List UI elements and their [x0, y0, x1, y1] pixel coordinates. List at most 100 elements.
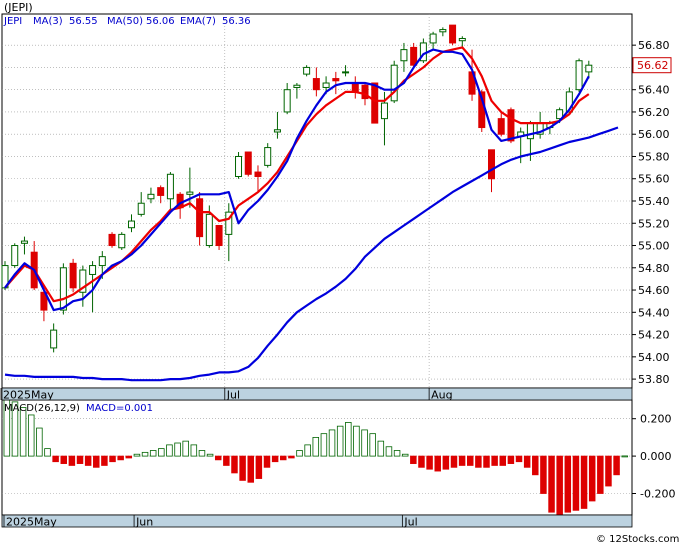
macd-bar-positive: [166, 444, 173, 457]
macd-bar-negative: [515, 455, 523, 463]
macd-bar-positive: [393, 450, 401, 457]
macd-bar-negative: [483, 455, 490, 468]
macd-bar-positive: [158, 448, 165, 457]
macd-bar-positive: [621, 455, 628, 458]
macd-bar-negative: [125, 455, 133, 459]
candle-down: [254, 171, 262, 178]
candle-down: [488, 149, 495, 180]
macd-bar-negative: [548, 455, 555, 513]
legend-ema7-value: 56.36: [222, 16, 251, 27]
macd-bar-positive: [133, 453, 141, 457]
candle-down: [507, 109, 515, 142]
legend-ema7-label: EMA(7): [180, 16, 216, 27]
candlesticks: [1, 24, 593, 353]
macd-bar-negative: [271, 455, 279, 463]
macd-title: MACD(26,12,9): [4, 403, 80, 414]
macd-bar-positive: [206, 453, 214, 457]
macd-bar-positive: [361, 429, 368, 457]
macd-bar-negative: [410, 455, 417, 464]
candle-up: [147, 193, 155, 200]
candle-up: [11, 245, 19, 267]
macd-bar-positive: [44, 448, 51, 457]
macd-bar-negative: [68, 455, 76, 466]
price-tick-label: 55.60: [638, 173, 670, 186]
candle-down: [244, 151, 252, 175]
candle-up: [59, 267, 67, 311]
macd-bar-negative: [84, 455, 92, 466]
macd-bar-negative: [231, 455, 238, 474]
price-tick-label: 54.20: [638, 329, 670, 342]
macd-bar-positive: [27, 414, 35, 457]
last-price-label: 56.62: [637, 59, 669, 72]
ma50-line: [4, 126, 619, 382]
candle-down: [108, 233, 116, 247]
macd-bar-positive: [336, 425, 344, 457]
macd-bar-positive: [36, 427, 43, 457]
macd-bar-positive: [182, 440, 189, 457]
macd-bar-positive: [190, 444, 198, 457]
candle-up: [79, 269, 87, 293]
price-tick-label: 54.00: [638, 351, 670, 364]
candle-down: [69, 262, 77, 289]
candle-up: [390, 64, 398, 102]
price-axis: 56.8056.6056.4056.2056.0055.8055.6055.40…: [632, 39, 670, 386]
macd-bar-negative: [491, 455, 498, 466]
macd-date-label: Jul: [403, 516, 417, 529]
macd-bar-positive: [198, 450, 206, 457]
price-tick-label: 55.40: [638, 195, 670, 208]
macd-bar-negative: [556, 455, 563, 517]
macd-legend: MACD(26,12,9) MACD=0.001: [4, 403, 153, 414]
macd-bar-negative: [523, 455, 531, 468]
candle-down: [497, 118, 505, 135]
price-tick-label: 56.80: [638, 39, 670, 52]
chart-title: (JEPI): [4, 1, 33, 14]
candle-up: [186, 191, 194, 195]
price-legend: JEPI MA(3) 56.55 MA(50) 56.06 EMA(7) 56.…: [3, 16, 251, 27]
macd-bar-negative: [458, 455, 466, 466]
macd-bar-negative: [532, 455, 539, 476]
candle-up: [439, 29, 447, 33]
price-tick-label: 55.80: [638, 150, 670, 163]
macd-bar-positive: [377, 440, 385, 457]
macd-bar-negative: [93, 455, 100, 468]
candle-down: [215, 224, 223, 247]
macd-bar-positive: [296, 450, 303, 457]
macd-histogram: 0.200 0.000 -0.200: [2, 399, 675, 517]
candle-up: [166, 173, 174, 200]
candle-down: [361, 84, 369, 100]
macd-bar-positive: [353, 425, 360, 457]
candle-down: [449, 24, 457, 44]
macd-bar-negative: [426, 455, 433, 470]
candle-down: [371, 82, 379, 124]
candle-up: [303, 66, 311, 75]
macd-bar-positive: [304, 444, 311, 457]
macd-bar-negative: [467, 455, 474, 466]
macd-bar-negative: [580, 455, 588, 509]
macd-tick-label: -0.200: [640, 487, 675, 500]
candle-up: [20, 240, 28, 244]
macd-bar-positive: [328, 429, 336, 457]
legend-ma50-value: 56.06: [146, 16, 175, 27]
candle-down: [410, 46, 418, 66]
macd-bar-positive: [345, 422, 352, 457]
macd-bar-negative: [255, 455, 263, 479]
ma3-line: [4, 48, 590, 312]
price-tick-label: 55.00: [638, 240, 670, 253]
candle-up: [429, 33, 437, 44]
price-tick-label: 54.40: [638, 306, 670, 319]
candle-up: [283, 89, 291, 113]
price-date-label: Jul: [226, 389, 240, 402]
macd-bar-negative: [540, 455, 547, 494]
candle-up: [322, 82, 330, 88]
last-price-tag: 56.62: [632, 57, 672, 74]
macd-tick-label: 0.200: [640, 413, 672, 426]
last-price-box: [632, 57, 672, 74]
candle-up: [137, 202, 145, 215]
price-date-label: 2025May: [3, 389, 54, 402]
macd-bar-positive: [149, 450, 157, 457]
candle-up: [575, 60, 583, 91]
macd-bar-negative: [418, 455, 425, 468]
macd-bar-positive: [312, 436, 320, 457]
macd-bar-positive: [369, 433, 376, 457]
